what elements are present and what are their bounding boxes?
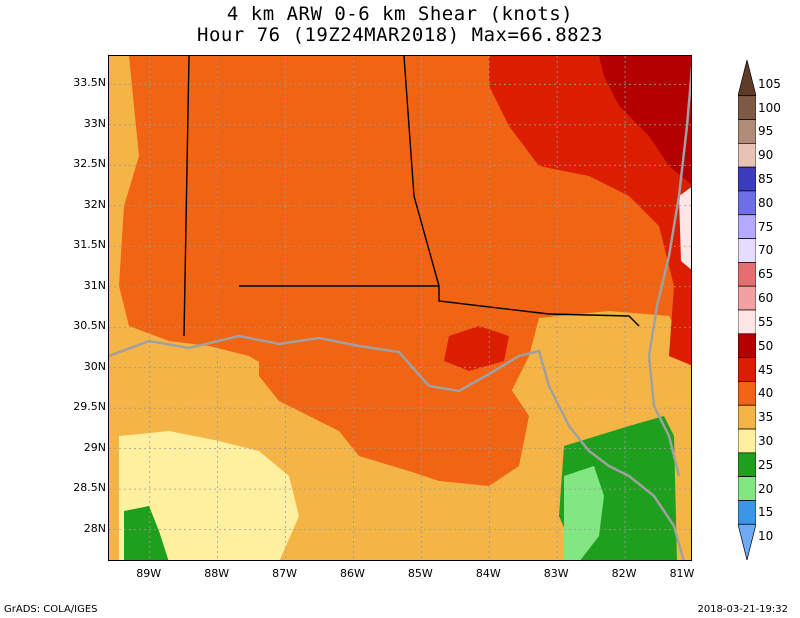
colorbar-label: 105 <box>758 76 781 91</box>
colorbar-swatch <box>738 285 756 311</box>
latitude-tick-label: 33.5N <box>73 76 106 90</box>
run-timestamp: 2018-03-21-19:32 <box>697 604 788 615</box>
colorbar-label: 25 <box>758 457 774 472</box>
shear-field-map <box>109 56 691 560</box>
colorbar-label: 70 <box>758 243 774 258</box>
colorbar-label: 65 <box>758 267 774 282</box>
map-title-line1: 4 km ARW 0-6 km Shear (knots) <box>226 3 574 25</box>
map-title-line2: Hour 76 (19Z24MAR2018) Max=66.8823 <box>197 24 603 46</box>
shear-band-35-40 <box>119 431 299 560</box>
colorbar-label: 95 <box>758 124 774 139</box>
colorbar-swatch <box>738 119 756 144</box>
shear-band-25-30-sw <box>124 506 169 560</box>
shear-colorbar <box>738 60 756 560</box>
colorbar-swatch <box>738 262 756 287</box>
map-plot-area <box>108 55 692 561</box>
colorbar-swatch <box>738 452 756 478</box>
colorbar-swatch <box>738 214 756 239</box>
gulf-coastline <box>109 334 685 560</box>
longitude-tick-label: 84W <box>475 567 501 580</box>
colorbar-swatch <box>738 309 756 335</box>
colorbar-label: 45 <box>758 362 774 377</box>
shear-band-50-55-coast <box>444 326 509 371</box>
colorbar-swatch <box>738 142 756 168</box>
colorbar-swatch <box>738 95 756 120</box>
lat-lon-graticule <box>109 56 691 560</box>
colorbar-label: 75 <box>758 219 774 234</box>
colorbar-swatch <box>738 500 756 525</box>
colorbar-swatch <box>738 357 756 382</box>
colorbar-swatch <box>738 333 756 358</box>
colorbar-label: 20 <box>758 481 774 496</box>
colorbar-swatch <box>738 404 756 430</box>
latitude-tick-label: 31N <box>83 278 106 292</box>
latitude-tick-label: 30N <box>83 359 106 373</box>
longitude-tick-label: 85W <box>407 567 433 580</box>
colorbar-swatch <box>738 523 756 560</box>
shear-band-50-55 <box>489 56 691 366</box>
shear-band-55-60 <box>599 56 691 185</box>
latitude-tick-label: 32N <box>83 197 106 211</box>
colorbar-label: 40 <box>758 386 774 401</box>
latitude-tick-label: 29.5N <box>73 400 106 414</box>
colorbar-swatch <box>738 166 756 192</box>
colorbar-label: 55 <box>758 314 774 329</box>
latitude-tick-label: 33N <box>83 116 106 130</box>
atlantic-coastline <box>647 64 691 477</box>
colorbar-label: 60 <box>758 291 774 306</box>
shear-band-45-50-gulf <box>259 346 529 486</box>
longitude-tick-label: 86W <box>340 567 365 580</box>
colorbar-label: 90 <box>758 148 774 163</box>
longitude-tick-label: 81W <box>669 567 695 580</box>
colorbar-label: 30 <box>758 433 774 448</box>
colorbar-label: 85 <box>758 172 774 187</box>
colorbar-label: 35 <box>758 410 774 425</box>
colorbar-label: 15 <box>758 505 774 520</box>
longitude-tick-label: 82W <box>611 567 637 580</box>
longitude-tick-label: 89W <box>136 567 162 580</box>
colorbar-label: 100 <box>758 100 781 115</box>
shear-band-60-65 <box>679 187 691 270</box>
latitude-tick-label: 29N <box>83 440 106 454</box>
latitude-tick-label: 31.5N <box>73 238 106 252</box>
colorbar-swatch <box>738 190 756 216</box>
colorbar-label: 80 <box>758 195 774 210</box>
latitude-tick-label: 28N <box>83 521 106 535</box>
colorbar-swatch <box>738 60 756 97</box>
longitude-tick-label: 87W <box>272 567 297 580</box>
colorbar-swatch <box>738 238 756 263</box>
longitude-tick-label: 88W <box>204 567 230 580</box>
longitude-tick-label: 83W <box>543 567 569 580</box>
colorbar-swatch <box>738 476 756 501</box>
colorbar-label: 10 <box>758 529 774 544</box>
latitude-tick-label: 28.5N <box>73 481 106 495</box>
latitude-tick-label: 32.5N <box>73 157 106 171</box>
grads-credit: GrADS: COLA/IGES <box>4 604 98 615</box>
colorbar-swatch <box>738 428 756 454</box>
colorbar-swatch <box>738 381 756 406</box>
latitude-tick-label: 30.5N <box>73 319 106 333</box>
state-boundaries <box>183 56 640 337</box>
colorbar-label: 50 <box>758 338 774 353</box>
